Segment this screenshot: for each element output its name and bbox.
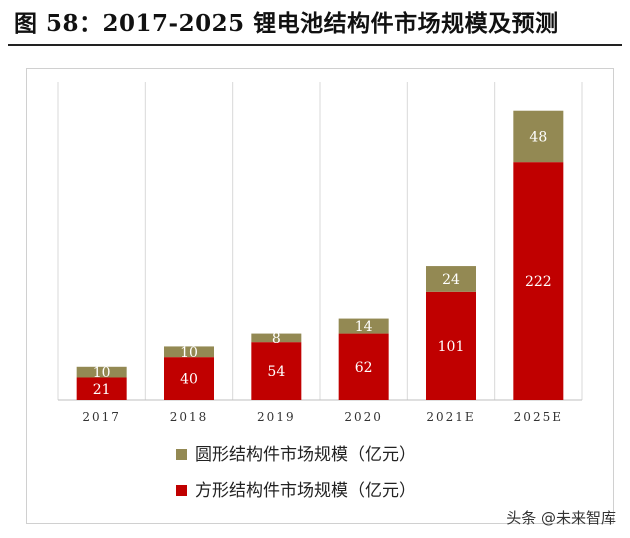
chart-legend: 圆形结构件市场规模（亿元） 方形结构件市场规模（亿元）	[176, 445, 416, 501]
data-label: 24	[442, 272, 460, 288]
x-tick-label: 2020	[344, 410, 383, 424]
bar-square-2020	[338, 333, 389, 400]
data-label: 8	[272, 331, 281, 347]
bar-square-2019	[251, 342, 302, 400]
data-label: 14	[355, 319, 373, 335]
data-label: 10	[93, 365, 111, 381]
legend-label: 圆形结构件市场规模（亿元）	[195, 445, 416, 465]
x-axis: 2017 2018 2019 2020 2021E 2025E	[82, 410, 563, 424]
bar-square-2025E	[513, 162, 564, 400]
title-divider	[8, 44, 622, 46]
x-tick-label: 2017	[82, 410, 121, 424]
data-label: 54	[267, 364, 285, 380]
watermark: 头条 @未来智库	[506, 509, 616, 527]
bar-cylindrical-2018	[164, 346, 214, 358]
x-tick-label: 2021E	[426, 410, 475, 424]
legend-swatch	[176, 485, 187, 496]
data-label: 10	[180, 345, 198, 361]
page-title: 图 58：2017-2025 锂电池结构件市场规模及预测	[14, 10, 559, 37]
data-label: 21	[93, 382, 111, 398]
bar-cylindrical-2020	[338, 318, 389, 334]
data-label: 222	[525, 274, 552, 290]
bar-cylindrical-2021E	[426, 266, 476, 292]
bar-cylindrical-2019	[251, 333, 302, 343]
bar-square-2017	[76, 377, 127, 400]
bar-cylindrical-2025E	[513, 110, 564, 163]
chart-gridlines	[57, 82, 583, 401]
chart-bars	[76, 110, 564, 400]
data-label: 40	[180, 372, 198, 388]
bar-cylindrical-2017	[76, 366, 127, 378]
bar-square-2018	[164, 357, 214, 400]
data-label: 101	[438, 339, 465, 355]
legend-swatch	[176, 449, 187, 460]
x-tick-label: 2018	[170, 410, 209, 424]
data-label: 48	[529, 129, 547, 145]
x-tick-label: 2019	[257, 410, 296, 424]
data-label: 62	[355, 360, 373, 376]
bar-square-2021E	[426, 291, 476, 400]
x-tick-label: 2025E	[514, 410, 563, 424]
legend-label: 方形结构件市场规模（亿元）	[195, 481, 416, 501]
